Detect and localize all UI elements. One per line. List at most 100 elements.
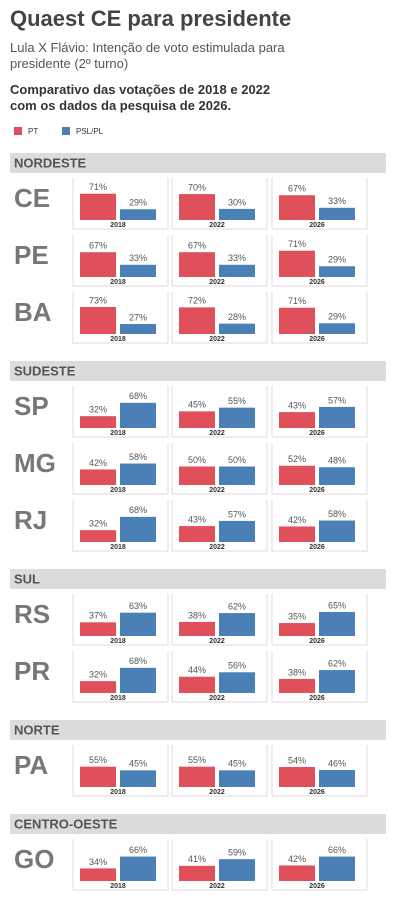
panel-frame: [171, 178, 268, 230]
year-label: 2022: [209, 544, 225, 551]
value-label: 30%: [228, 197, 246, 207]
year-label: 2018: [110, 789, 126, 796]
bar: [279, 412, 315, 428]
year-label: 2026: [309, 638, 325, 645]
bar: [219, 520, 255, 542]
year-label: 2018: [110, 638, 126, 645]
year-label: 2018: [110, 487, 126, 494]
value-label: 29%: [328, 312, 346, 322]
bar: [279, 307, 315, 334]
value-label: 63%: [129, 601, 147, 611]
bar: [120, 402, 156, 428]
title: Quaest CE para presidente: [10, 6, 292, 31]
value-label: 71%: [89, 182, 107, 192]
bar: [120, 856, 156, 881]
bar: [179, 307, 215, 334]
panel-frame: [171, 839, 268, 891]
region-band: [10, 720, 386, 740]
year-label: 2022: [209, 222, 225, 229]
value-label: 52%: [288, 454, 306, 464]
bar: [319, 406, 355, 428]
year-label: 2022: [209, 789, 225, 796]
legend-label: PSL/PL: [76, 127, 104, 136]
value-label: 35%: [288, 611, 306, 621]
value-label: 62%: [328, 658, 346, 668]
bar: [120, 667, 156, 693]
bar: [279, 623, 315, 636]
bar: [319, 856, 355, 881]
value-label: 50%: [228, 455, 246, 465]
panel-frame: [171, 500, 268, 552]
panel-frame: [72, 443, 169, 495]
value-label: 42%: [288, 515, 306, 525]
panel-frame: [171, 745, 268, 797]
value-label: 32%: [89, 670, 107, 680]
value-label: 71%: [288, 239, 306, 249]
legend-label: PT: [28, 127, 38, 136]
year-label: 2026: [309, 695, 325, 702]
value-label: 32%: [89, 519, 107, 529]
state-label: SP: [14, 391, 49, 421]
bar: [319, 670, 355, 693]
value-label: 68%: [129, 505, 147, 515]
year-label: 2026: [309, 279, 325, 286]
value-label: 73%: [89, 295, 107, 305]
year-label: 2022: [209, 883, 225, 890]
bar: [80, 622, 116, 636]
bar: [279, 865, 315, 881]
value-label: 33%: [228, 253, 246, 263]
state-label: PA: [14, 750, 48, 780]
value-label: 48%: [328, 456, 346, 466]
value-label: 71%: [288, 296, 306, 306]
panel-frame: [271, 443, 368, 495]
value-label: 45%: [228, 759, 246, 769]
bar: [179, 766, 215, 787]
bar: [80, 306, 116, 334]
bar: [279, 526, 315, 542]
value-label: 41%: [188, 854, 206, 864]
value-label: 43%: [188, 514, 206, 524]
value-label: 66%: [129, 845, 147, 855]
panel-frame: [171, 235, 268, 287]
year-label: 2018: [110, 430, 126, 437]
bar: [179, 865, 215, 881]
bar: [80, 868, 116, 881]
bar: [179, 466, 215, 485]
bar: [319, 323, 355, 334]
region-label: SUDESTE: [14, 363, 76, 378]
year-label: 2018: [110, 883, 126, 890]
bar: [179, 621, 215, 636]
bar: [80, 416, 116, 428]
value-label: 44%: [188, 665, 206, 675]
panel-frame: [171, 292, 268, 344]
bar: [120, 770, 156, 787]
value-label: 68%: [129, 391, 147, 401]
year-label: 2018: [110, 279, 126, 286]
value-label: 55%: [188, 755, 206, 765]
bar: [80, 469, 116, 485]
year-label: 2018: [110, 695, 126, 702]
bar: [219, 672, 255, 693]
bar: [279, 678, 315, 693]
value-label: 42%: [89, 458, 107, 468]
value-label: 55%: [228, 396, 246, 406]
note: Comparativo das votações de 2018 e 2022 …: [10, 82, 271, 113]
panel-frame: [271, 839, 368, 891]
region-band: [10, 569, 386, 589]
bar: [179, 526, 215, 542]
bar: [80, 252, 116, 277]
bar: [219, 770, 255, 787]
value-label: 54%: [288, 755, 306, 765]
bar: [179, 194, 215, 220]
value-label: 72%: [188, 296, 206, 306]
subtitle: Lula X Flávio: Intenção de voto estimula…: [10, 40, 285, 71]
panel-frame: [72, 386, 169, 438]
state-label: RJ: [14, 505, 47, 535]
bar: [120, 463, 156, 485]
value-label: 68%: [129, 656, 147, 666]
value-label: 43%: [288, 400, 306, 410]
bar: [120, 209, 156, 220]
legend-swatch: [14, 127, 22, 135]
